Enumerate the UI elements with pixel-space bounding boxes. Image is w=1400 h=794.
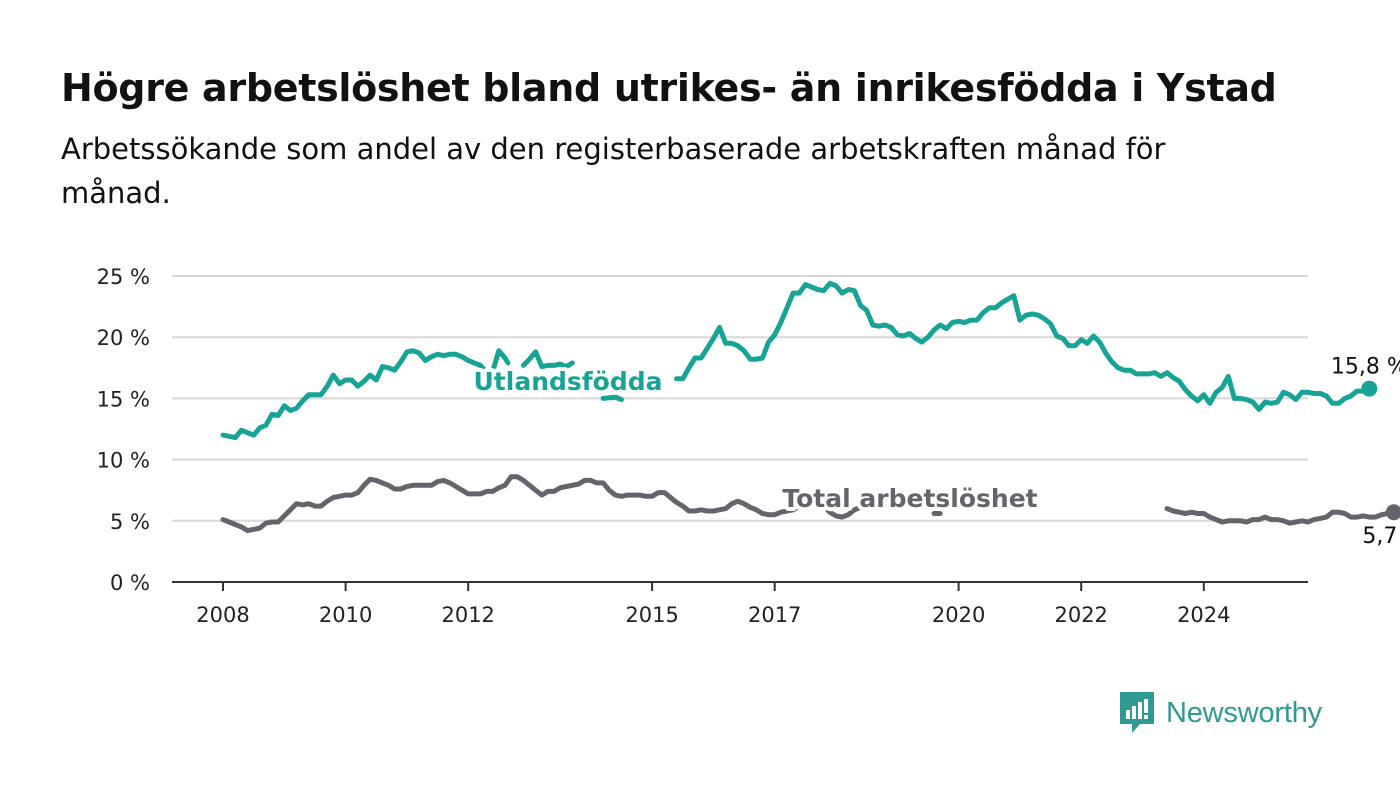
y-axis-ticks: 25 % 20 % 15 % 10 % 5 % 0 % bbox=[97, 265, 150, 595]
series-end-label: 5,7 % bbox=[1362, 524, 1400, 549]
series-label: Total arbetslöshet bbox=[782, 484, 1037, 513]
series-line-segment bbox=[520, 349, 575, 370]
series-labels: Utlandsfödda Total arbetslöshet bbox=[470, 363, 1042, 517]
x-tick-label: 2008 bbox=[196, 603, 249, 627]
x-tick-label: 2010 bbox=[319, 603, 372, 627]
x-tick-label: 2022 bbox=[1054, 603, 1107, 627]
chart-title: Högre arbetslöshet bland utrikes- än inr… bbox=[61, 66, 1277, 110]
series-line-segment bbox=[220, 474, 876, 534]
newsworthy-logo-icon bbox=[1120, 692, 1154, 733]
brand-name: Newsworthy bbox=[1166, 696, 1322, 729]
series-lines bbox=[220, 280, 1397, 534]
series-end-label: 15,8 % bbox=[1331, 355, 1400, 380]
y-tick-label: 25 % bbox=[97, 265, 150, 289]
series-end-point bbox=[1385, 504, 1400, 521]
series-line-segment bbox=[220, 348, 511, 441]
newsworthy-logo[interactable]: Newsworthy bbox=[1118, 690, 1322, 736]
x-axis: 2008 2010 2012 2015 2017 2020 2022 2024 bbox=[172, 581, 1308, 627]
series-label: Utlandsfödda bbox=[474, 367, 663, 396]
y-tick-label: 0 % bbox=[110, 571, 150, 595]
series-line-segment bbox=[1164, 506, 1397, 526]
y-tick-label: 15 % bbox=[97, 387, 150, 411]
y-tick-label: 20 % bbox=[97, 326, 150, 350]
chart-subtitle: Arbetssökande som andel av den registerb… bbox=[61, 132, 1166, 210]
grid-lines bbox=[172, 275, 1308, 522]
series-line-segment bbox=[674, 280, 1372, 412]
x-tick-label: 2012 bbox=[441, 603, 494, 627]
x-tick-label: 2024 bbox=[1177, 603, 1230, 627]
series-line-segment bbox=[600, 394, 624, 403]
x-tick-label: 2017 bbox=[748, 603, 801, 627]
y-tick-label: 5 % bbox=[110, 510, 150, 534]
y-tick-label: 10 % bbox=[97, 449, 150, 473]
end-markers: 15,8 % 5,7 % bbox=[1331, 355, 1400, 549]
x-tick-label: 2015 bbox=[625, 603, 678, 627]
x-tick-label: 2020 bbox=[932, 603, 985, 627]
series-end-point bbox=[1361, 380, 1378, 397]
